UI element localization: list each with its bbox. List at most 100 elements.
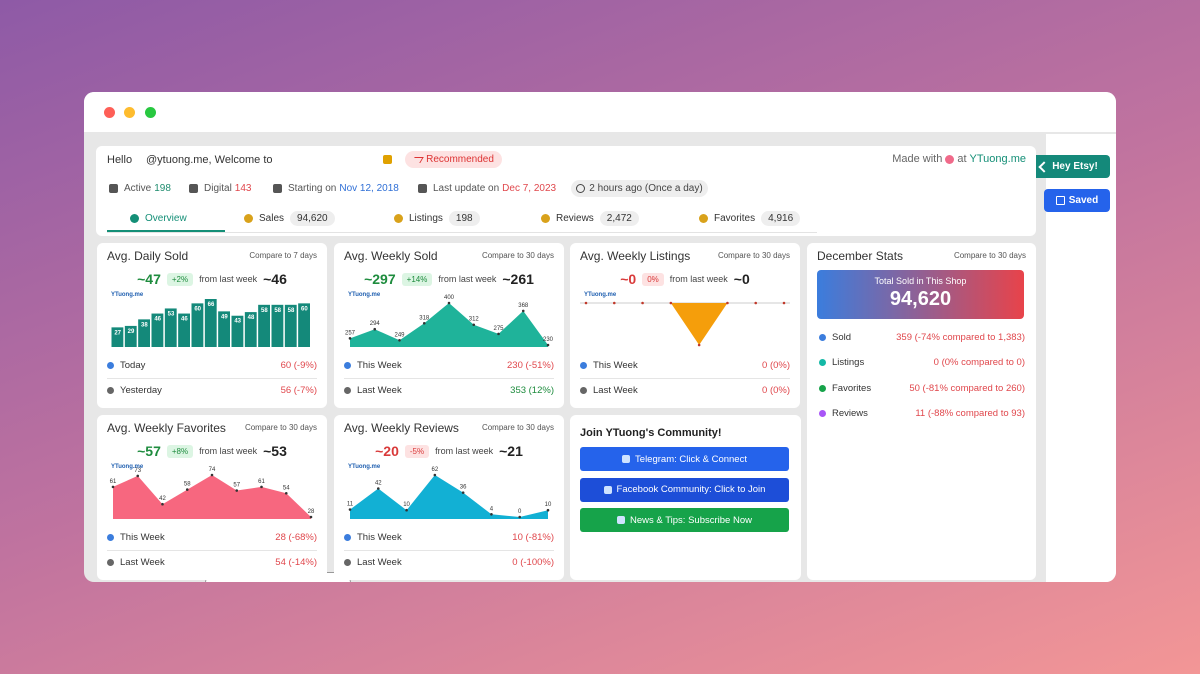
point (111, 485, 115, 489)
metric-row: Last Week 54 (-14%) (107, 553, 317, 571)
bar (271, 304, 284, 347)
external-icon (1055, 196, 1065, 205)
bar-label: 53 (168, 311, 175, 317)
point-label: 62 (432, 467, 439, 473)
maximize-dot[interactable] (145, 107, 156, 118)
stat: Starting on Nov 12, 2018 (288, 183, 399, 194)
metric-row: Yesterday 56 (-7%) (107, 381, 317, 399)
metric-card: Avg. Weekly Sold Compare to 30 days ~297 +1… (334, 243, 564, 408)
metric-row: Last Week 353 (12%) (344, 381, 554, 399)
tab-icon (130, 213, 139, 223)
row-divider (107, 378, 317, 379)
watermark: YTuong.me (111, 464, 144, 470)
saved-button[interactable]: Saved (1044, 189, 1110, 212)
point (309, 515, 313, 519)
point (726, 301, 729, 305)
bar-label: 58 (274, 308, 281, 314)
delta-pill: 0% (642, 272, 664, 286)
stat-value: 143 (234, 183, 252, 194)
bar (191, 303, 204, 347)
icon (383, 155, 392, 164)
brand-link[interactable]: YTuong.me (969, 153, 1026, 165)
point (490, 512, 493, 516)
bar-label: 60 (194, 306, 201, 312)
point (461, 491, 465, 494)
current-value: ~297 (364, 271, 396, 287)
total-value: 94,620 (889, 288, 952, 310)
community-button[interactable]: Telegram: Click & Connect (580, 447, 789, 471)
stat-row: Listings 0 (0% compared to 0) (819, 353, 1025, 371)
row-label: Reviews (832, 407, 868, 419)
point-label: 11 (347, 502, 354, 508)
made-with-text: Made with (892, 153, 943, 165)
hey-etsy-button[interactable]: Hey Etsy! (1028, 155, 1110, 178)
tab[interactable]: Sales 94,620 (244, 209, 335, 227)
point (373, 327, 377, 331)
point-label: 257 (345, 330, 356, 336)
refresh-pill: 2 hours ago (Once a day) (571, 180, 708, 197)
bar-label: 58 (261, 308, 268, 314)
bar (298, 303, 310, 347)
total-box: Total Sold in This Shop 94,620 (817, 270, 1024, 319)
summary: ~20 -5% from last week ~21 (334, 443, 564, 459)
row-label: This Week (357, 359, 402, 371)
community-button[interactable]: Facebook Community: Click to Join (580, 477, 789, 502)
stat: Last update on Dec 7, 2023 (433, 183, 556, 194)
point (447, 301, 451, 305)
tab-count: 4,916 (761, 210, 801, 226)
metric-card: Avg. Weekly Listings Compare to 30 days ~0… (570, 243, 800, 408)
point-label: 36 (460, 485, 467, 491)
card-title: Avg. Weekly Sold (344, 249, 438, 263)
bar (164, 308, 177, 347)
at-text: at (957, 153, 967, 165)
delta-pill: +8% (166, 444, 194, 458)
tab-underline (107, 230, 225, 232)
minimize-dot[interactable] (124, 107, 135, 118)
row-value: 28 (-68%) (275, 531, 317, 543)
bar (258, 304, 270, 347)
tab[interactable]: Overview (130, 209, 187, 227)
community-button[interactable]: News & Tips: Subscribe Now (580, 508, 789, 532)
button-label: News & Tips: Subscribe Now (630, 514, 752, 526)
tab-count: 198 (448, 210, 480, 226)
card-compare: Compare to 30 days (717, 251, 790, 260)
point (521, 309, 525, 313)
card-compare: Compare to 30 days (244, 423, 317, 432)
close-dot[interactable] (104, 107, 115, 118)
metric-row: Today 60 (-9%) (107, 356, 317, 374)
button-icon (622, 455, 631, 463)
bar (284, 304, 297, 347)
previous-value: ~21 (499, 443, 523, 459)
current-value: ~57 (137, 443, 161, 459)
bar (244, 312, 257, 347)
bar-label: 46 (181, 317, 188, 323)
tab[interactable]: Listings 198 (394, 209, 480, 227)
icon (273, 184, 282, 193)
point (697, 343, 701, 347)
area (350, 303, 548, 347)
row-dot (107, 558, 114, 566)
summary: ~297 +14% from last week ~261 (334, 271, 564, 287)
row-divider (344, 550, 554, 551)
area (350, 475, 548, 519)
point (518, 515, 522, 519)
metric-card: Avg. Weekly Reviews Compare to 30 days ~20… (334, 415, 564, 580)
row-value: 50 (-81% compared to 260) (909, 382, 1025, 394)
row-value: 56 (-7%) (280, 384, 317, 396)
row-label: This Week (357, 531, 402, 543)
tab[interactable]: Favorites 4,916 (699, 209, 801, 227)
point (546, 343, 550, 347)
row-dot (819, 333, 826, 341)
point-label: 73 (134, 468, 141, 474)
point-label: 28 (308, 509, 315, 515)
header-card: Hello @ytuong.me, Welcome to Recommended Ma… (96, 146, 1036, 236)
summary: ~57 +8% from last week ~53 (97, 443, 327, 459)
tab[interactable]: Reviews 2,472 (541, 209, 639, 227)
stat-label: Starting on (288, 183, 337, 194)
clock-icon (576, 184, 586, 193)
bar (111, 327, 124, 347)
point-label: 10 (403, 502, 410, 508)
row-dot (580, 386, 587, 394)
row-divider (107, 550, 317, 551)
